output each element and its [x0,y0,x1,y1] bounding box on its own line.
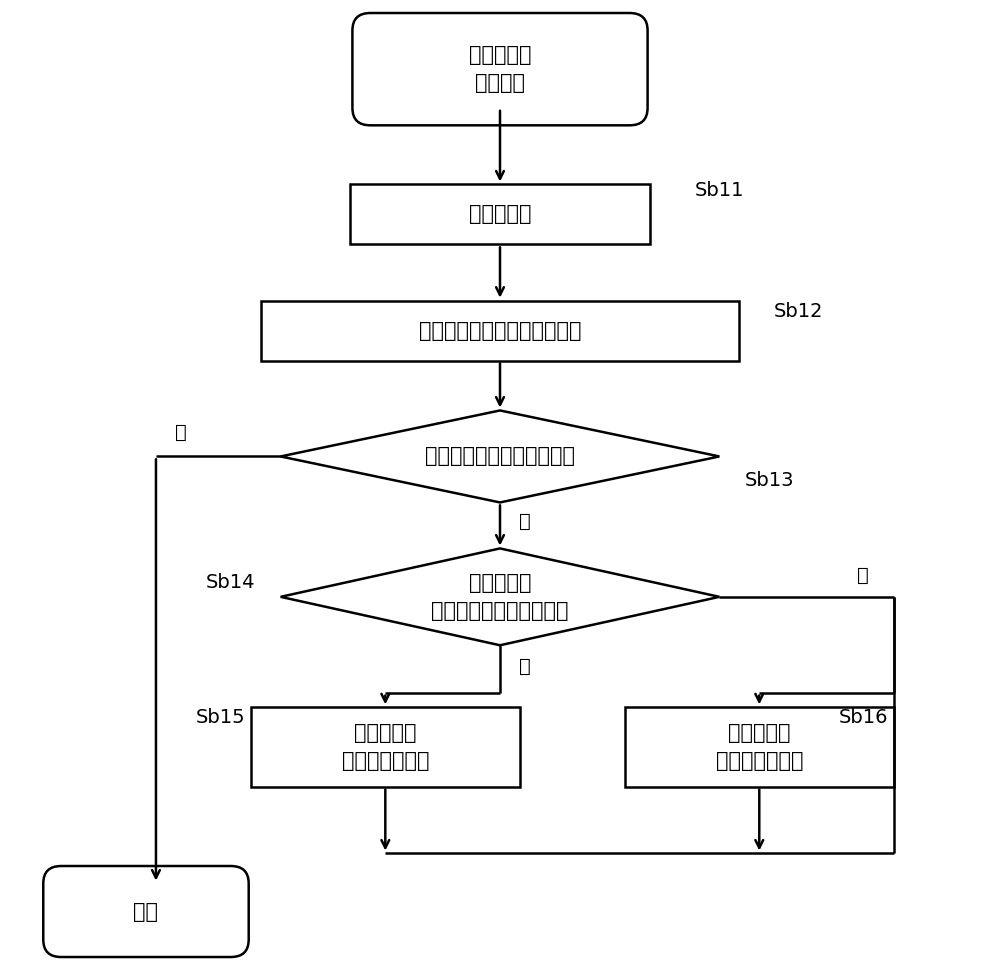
Text: Sb15: Sb15 [196,709,245,727]
Bar [261,301,739,360]
Bar [625,707,894,787]
Polygon shape [281,549,719,646]
Text: 平均值是否
比容许范围的上限值大？: 平均值是否 比容许范围的上限值大？ [431,573,569,620]
Text: 计算测量出的束电流的平均值: 计算测量出的束电流的平均值 [419,320,581,341]
Text: Sb11: Sb11 [694,181,744,200]
Text: Sb13: Sb13 [744,471,794,490]
Text: 测量束电流: 测量束电流 [469,205,531,224]
Bar [251,707,520,787]
Bar [350,184,650,245]
Text: Sb16: Sb16 [839,709,889,727]
Text: Sb14: Sb14 [206,573,255,591]
Polygon shape [281,411,719,502]
Text: 是: 是 [519,657,531,676]
Text: 否: 否 [519,513,531,531]
Text: 否: 否 [857,566,869,586]
Text: 平均值是否在容许范围内？: 平均值是否在容许范围内？ [425,447,575,466]
Text: 使全部灯丝
电流上升规定量: 使全部灯丝 电流上升规定量 [716,723,803,771]
Text: 是: 是 [175,422,187,442]
FancyBboxPatch shape [43,866,249,957]
Text: Sb12: Sb12 [774,302,824,320]
Text: 使全部灯丝
电流下降规定量: 使全部灯丝 电流下降规定量 [342,723,429,771]
Text: 返回: 返回 [133,901,158,921]
Text: 平均束电流
控制步骤: 平均束电流 控制步骤 [469,46,531,93]
FancyBboxPatch shape [352,13,648,125]
